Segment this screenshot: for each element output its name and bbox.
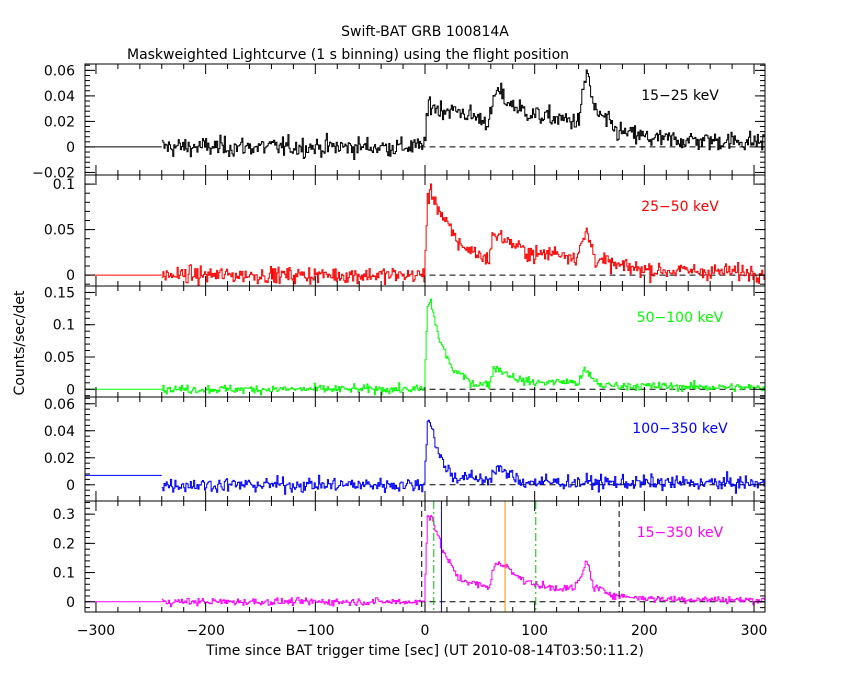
y-tick-label: 0.2 (53, 536, 75, 552)
series-line-2 (161, 183, 765, 286)
x-tick-label: 200 (631, 623, 658, 639)
y-tick-label: 0 (66, 595, 75, 611)
x-tick-label: 0 (421, 623, 430, 639)
panel-3: 0 0.05 0.1 0.15 50−100 keV (44, 285, 766, 398)
y-tick-label: −0.02 (32, 165, 75, 181)
y-axis-label: Counts/sec/det (12, 290, 28, 395)
series-line-4 (161, 419, 765, 495)
y-tick-label: 0 (66, 382, 75, 398)
y-tick-label: 0.05 (44, 223, 75, 239)
band-label: 25−50 keV (641, 199, 719, 215)
panel-2: 0 0.05 0.1 25−50 keV (44, 174, 766, 287)
series-line-5 (161, 515, 765, 608)
x-tick-label: −300 (77, 623, 115, 639)
x-tick-label: −100 (296, 623, 334, 639)
y-tick-label: 0.1 (53, 318, 75, 334)
chart-title: Swift-BAT GRB 100814A (341, 24, 509, 40)
band-label: 50−100 keV (637, 310, 724, 326)
y-tick-label: 0.04 (44, 424, 75, 440)
y-tick-label: 0 (66, 268, 75, 284)
y-tick-label: 0.02 (44, 114, 75, 130)
x-tick-label: 100 (521, 623, 548, 639)
band-label: 100−350 keV (632, 421, 728, 437)
y-tick-label: 0.15 (44, 285, 75, 301)
series-line-1 (161, 69, 765, 160)
band-label: 15−25 keV (641, 88, 719, 104)
series-line-3 (161, 298, 765, 396)
panel-5: 0 0.1 0.2 0.3 15−350 keV (53, 500, 766, 613)
y-tick-label: 0.02 (44, 451, 75, 467)
y-tick-label: 0.06 (44, 397, 75, 413)
chart-subtitle: Maskweighted Lightcurve (1 s binning) us… (127, 47, 569, 63)
x-axis-label: Time since BAT trigger time [sec] (UT 20… (205, 643, 644, 659)
y-tick-label: 0.1 (53, 177, 75, 193)
panel-4: 0 0.02 0.04 0.06 100−350 keV (44, 396, 766, 502)
y-tick-label: 0.04 (44, 89, 75, 105)
panel-frame (84, 63, 766, 176)
band-label: 15−350 keV (637, 525, 724, 541)
y-tick-label: 0 (66, 478, 75, 494)
y-tick-label: 0.05 (44, 350, 75, 366)
x-tick-label: −200 (186, 623, 224, 639)
panel-1: −0.02 0 0.02 0.04 0.06 15−25 keV (32, 63, 766, 181)
panels: −0.02 0 0.02 0.04 0.06 15−25 keV 0 0.05 0.1 25−50… (32, 63, 766, 613)
y-tick-label: 0.06 (44, 63, 75, 79)
y-tick-label: 0.1 (53, 566, 75, 582)
x-tick-label: 300 (741, 623, 768, 639)
y-tick-label: 0 (66, 140, 75, 156)
x-axis: −300 −200 −100 0 100 200 300 (77, 623, 768, 639)
y-tick-label: 0.3 (53, 507, 75, 523)
